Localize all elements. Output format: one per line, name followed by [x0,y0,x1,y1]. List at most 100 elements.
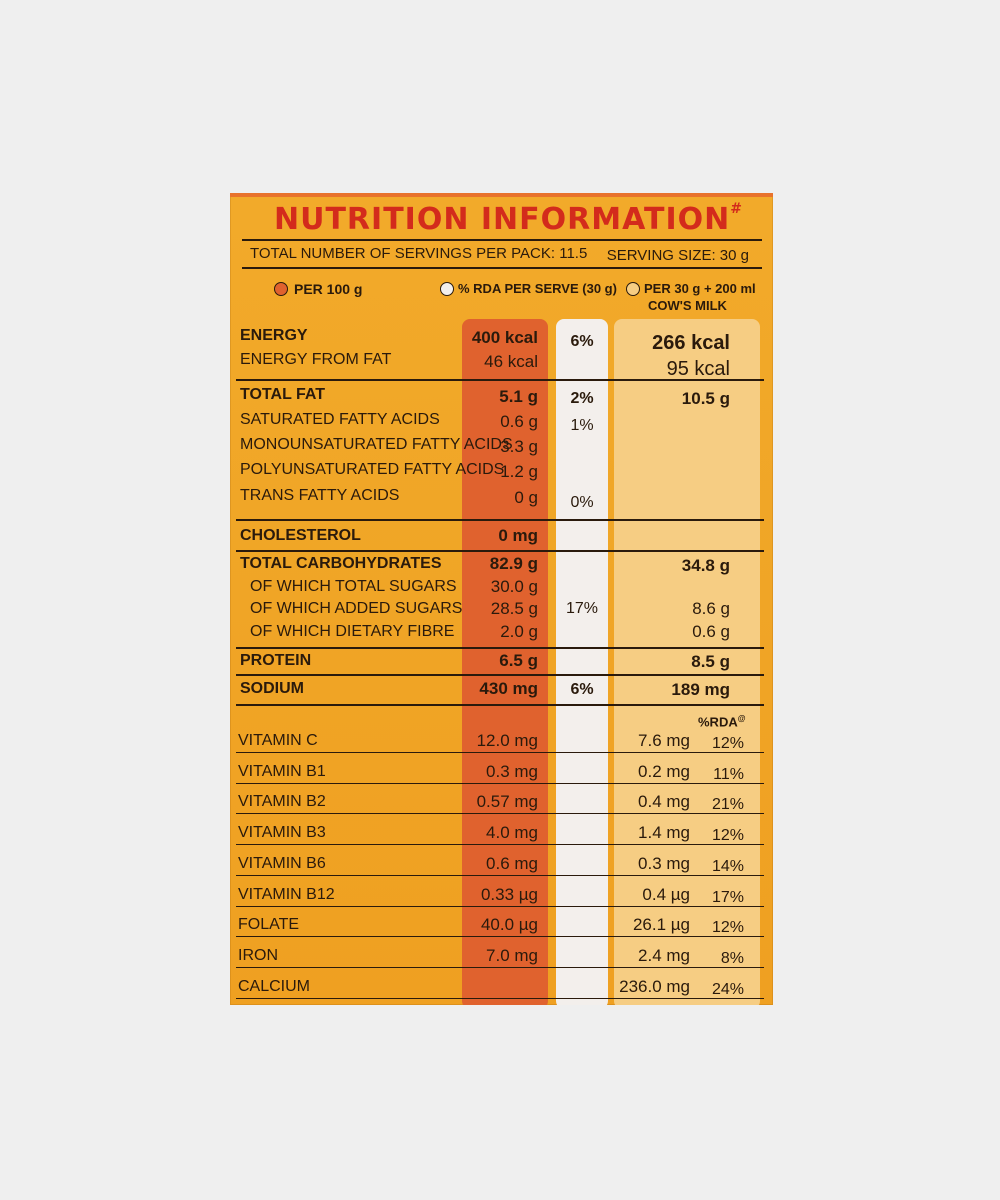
vitamin-milk: 0.4 µg [642,884,690,904]
vitamin-rda: 24% [711,980,744,998]
milk-rda-subheader: %RDA@ [698,714,746,730]
milk-energy-fat: 95 kcal [666,358,730,380]
vitamin-milk: 236.0 mg [619,976,690,996]
per100-energy-fat: 46 kcal [484,352,538,371]
per100-fibre: 2.0 g [500,622,538,641]
label-energy-fat: ENERGY FROM FAT [240,351,392,368]
milk-column-bg [614,319,760,1005]
divider [236,519,764,521]
rda-legend-dot [440,282,454,296]
milk-energy: 266 kcal [652,332,730,354]
per100-total-sugars: 30.0 g [490,577,538,596]
divider [236,997,764,999]
vitamin-rda: 12% [711,735,744,752]
nutrition-title: NUTRITION INFORMATION# [274,201,743,237]
rda-header: % RDA PER SERVE (30 g) [458,281,617,296]
milk-carbs: 34.8 g [681,556,730,575]
divider [236,782,764,784]
vitamin-milk: 2.4 mg [638,945,690,965]
vitamin-per100: 0.33 µg [480,884,538,904]
label-tfa: TRANS FATTY ACIDS [240,487,400,504]
vitamin-per100: 40.0 µg [480,915,538,935]
milk-protein: 8.5 g [691,652,730,671]
milk-total-fat: 10.5 g [681,389,730,408]
per100-header: PER 100 g [294,281,363,297]
rda-total-fat: 2% [570,390,594,407]
vitamin-milk: 0.4 mg [638,792,690,812]
per100-legend-dot [274,282,288,296]
label-total-sugars: OF WHICH TOTAL SUGARS [250,578,457,595]
milk-header-line1: PER 30 g + 200 ml [644,281,756,296]
milk-header-line2: COW'S MILK [648,298,727,313]
top-edge [230,193,773,197]
vitamin-rda: 12% [711,919,744,937]
vitamin-milk: 7.6 mg [638,731,690,750]
vitamin-per100: 12.0 mg [476,731,538,750]
label-added-sugars: OF WHICH ADDED SUGARS [250,600,463,617]
vitamin-per100: 0.6 mg [486,853,538,873]
per100-cholesterol: 0 mg [498,526,538,545]
vitamin-per100: 0.57 mg [476,792,538,812]
rda-sfa: 1% [570,417,594,434]
vitamin-per100: 7.0 mg [486,945,538,965]
label-protein: PROTEIN [240,652,312,669]
vitamin-label: VITAMIN B1 [238,762,326,780]
divider [236,874,764,876]
vitamin-milk: 26.1 µg [632,915,690,935]
divider [236,674,764,676]
divider [236,905,764,907]
vitamin-milk: 0.2 mg [638,761,690,781]
rda-column-bg [556,319,608,1005]
rda-tfa: 0% [570,494,594,511]
label-fibre: OF WHICH DIETARY FIBRE [250,623,455,640]
per100-added-sugars: 28.5 g [490,599,538,618]
divider [236,966,764,968]
rda-energy: 6% [570,333,594,350]
per100-sodium: 430 mg [479,679,538,698]
per100-sfa: 0.6 g [500,412,538,431]
vitamin-label: CALCIUM [238,977,311,995]
vitamin-label: VITAMIN B3 [238,824,326,842]
milk-legend-dot [626,282,640,296]
label-cholesterol: CHOLESTEROL [240,527,361,544]
milk-sodium: 189 mg [671,680,730,699]
nutrition-panel: NUTRITION INFORMATION# TOTAL NUMBER OF S… [230,193,773,1005]
vitamin-per100: 4.0 mg [486,823,538,843]
label-sodium: SODIUM [240,680,304,697]
milk-fibre: 0.6 g [692,622,730,641]
rda-added-sugars: 17% [565,600,599,617]
vitamin-rda: 11% [713,765,744,783]
vitamin-label: VITAMIN B2 [238,793,326,811]
per100-column-bg [462,319,548,1005]
label-energy: ENERGY [240,327,308,344]
per100-tfa: 0 g [514,488,538,507]
vitamin-milk: 0.3 mg [638,853,690,873]
vitamin-label: FOLATE [238,916,300,934]
rda-sodium: 6% [570,681,594,698]
label-sfa: SATURATED FATTY ACIDS [240,411,440,428]
divider [242,267,762,269]
divider [242,239,762,241]
divider [236,550,764,552]
per100-total-fat: 5.1 g [499,387,538,406]
vitamin-rda: 17% [711,888,744,906]
divider [236,647,764,649]
divider [236,844,764,846]
vitamin-rda: 8% [720,949,744,967]
vitamin-per100: 0.3 mg [486,761,538,781]
per100-protein: 6.5 g [499,651,538,670]
divider [236,379,764,381]
divider [236,704,764,706]
per100-pufa: 1.2 g [500,462,538,481]
label-pufa: POLYUNSATURATED FATTY ACIDS [240,461,505,478]
vitamin-rda: 21% [711,796,744,814]
vitamin-label: VITAMIN C [238,732,318,749]
per100-energy: 400 kcal [471,328,538,347]
vitamin-label: VITAMIN B6 [238,854,326,872]
vitamin-label: IRON [238,946,278,964]
vitamin-rda: 14% [711,857,744,875]
label-total-fat: TOTAL FAT [240,386,326,403]
vitamin-label: VITAMIN B12 [238,885,335,903]
label-mufa: MONOUNSATURATED FATTY ACIDS [240,436,513,453]
serving-size: SERVING SIZE: 30 g [606,247,749,264]
